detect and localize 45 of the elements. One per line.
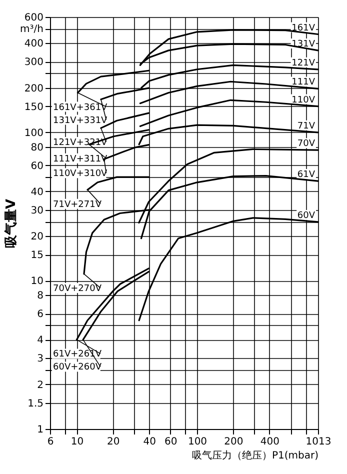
series-label: 70V+270V (53, 284, 102, 294)
y-tick-label: 15 (30, 250, 44, 262)
y-tick-label: 4 (37, 335, 44, 346)
y-tick-label: m³/h (20, 24, 44, 36)
x-tick-label: 10 (70, 436, 84, 448)
x-tick-label: 1013 (306, 436, 332, 448)
series-label: 70V (297, 139, 316, 150)
y-tick-label: 100 (24, 128, 44, 139)
series-label: 131V+331V (53, 116, 108, 126)
series-label: 60V (297, 210, 316, 221)
y-tick-label: 80 (30, 142, 44, 154)
y-tick-label: 3 (37, 354, 44, 365)
y-tick-label: 40 (30, 186, 44, 198)
x-tick-label: 200 (224, 436, 244, 448)
x-tick-label: 40 (143, 436, 156, 448)
x-tick-label: 6 (47, 436, 54, 448)
y-axis-title: 吸气量V (4, 198, 20, 248)
y-tick-label: 10 (30, 276, 44, 288)
y-tick-label: 6 (37, 309, 44, 320)
y-tick-label: 200 (24, 83, 44, 94)
x-tick-label: 60 (164, 436, 178, 448)
y-tick-label: 1 (37, 424, 44, 436)
y-tick-label: 8 (37, 290, 44, 302)
y-tick-label: 60 (30, 160, 44, 172)
series-label: 61V (297, 170, 316, 180)
x-tick-label: 100 (188, 436, 208, 448)
series-label: 71V+271V (53, 200, 102, 210)
series-label: 110V (292, 95, 316, 106)
y-tick-label: 400 (24, 38, 44, 50)
x-tick-label: 400 (260, 436, 280, 448)
text: 60V+260V (53, 362, 102, 373)
series-label: 111V (292, 78, 316, 88)
x-tick-label: 20 (107, 436, 120, 448)
y-tick-label: 1.5 (28, 398, 44, 410)
y-tick-label: 300 (24, 57, 44, 68)
y-tick-label: 150 (24, 102, 44, 113)
y-tick-label: 600 (24, 12, 44, 24)
x-axis-title: 吸气压力（绝压）P1(mbar) (192, 450, 319, 462)
series-label: 71V (297, 121, 316, 132)
series-label: 110V+310V (53, 169, 108, 180)
y-tick-label: 30 (30, 205, 44, 216)
y-tick-label: 2 (37, 380, 44, 391)
series-label: 121V (292, 58, 316, 68)
series-label: 161V (292, 23, 316, 34)
y-tick-label: 20 (30, 232, 44, 243)
